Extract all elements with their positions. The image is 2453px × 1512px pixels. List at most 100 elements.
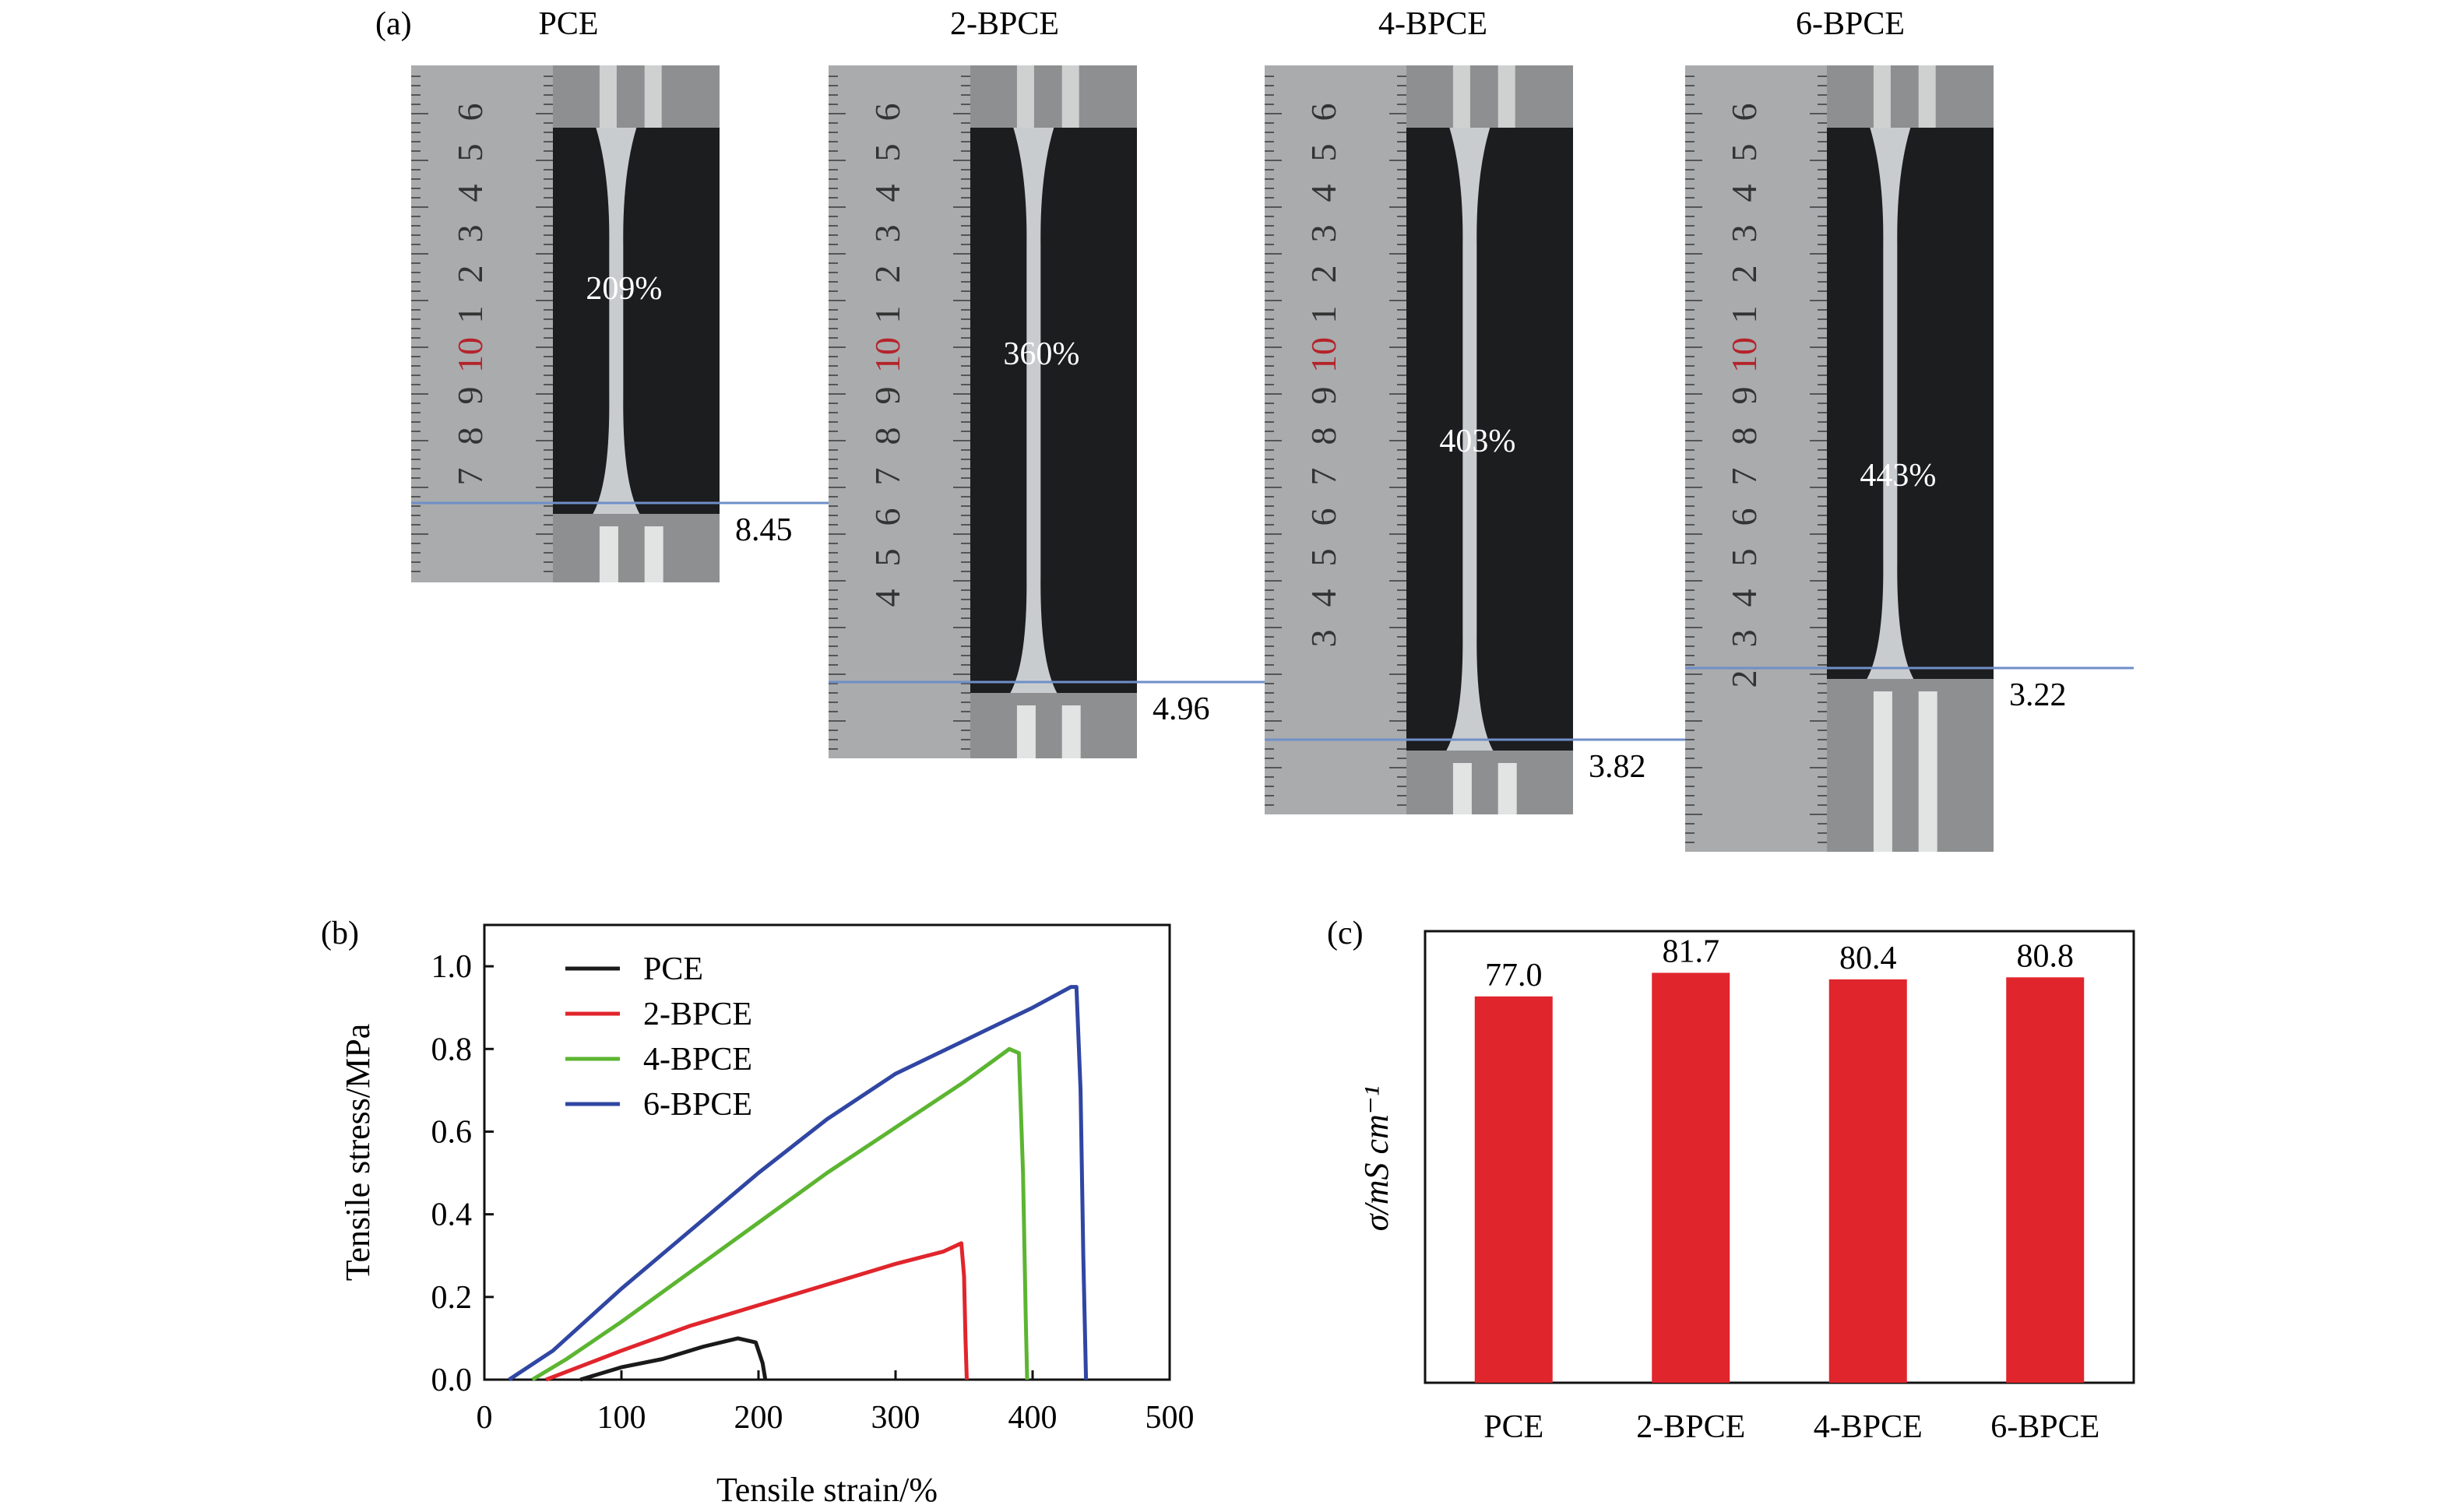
ruler-label: 5 — [1304, 144, 1343, 162]
ruler-label: 1 — [1724, 306, 1764, 324]
ruler-label: 7 — [1304, 468, 1343, 486]
bottom-clamp — [553, 514, 720, 582]
stress-strain-chart: 0 100 200 300 400 500 0.0 0.2 0.4 0.6 0.8 1.0 PCE 2-… — [339, 923, 1195, 1509]
ruler-numbers: 6 5 4 3 2 1 10 9 8 7 6 5 4 — [868, 104, 907, 607]
ruler-label: 5 — [868, 144, 907, 162]
dark-background — [970, 65, 1137, 758]
ruler-label: 5 — [868, 549, 907, 567]
top-clamp — [1406, 65, 1573, 128]
ruler-numbers: 6 5 4 3 2 1 10 9 8 7 — [450, 104, 490, 486]
ruler-label: 6 — [868, 104, 907, 121]
top-clamp — [970, 65, 1137, 128]
ruler-label: 6 — [450, 104, 490, 121]
specimen-photo-6-bpce: 6-BPCE 6 5 4 3 2 1 10 9 8 7 6 5 4 3 2 443% 3.22 — [1685, 6, 2134, 852]
ruler-label: 3 — [1724, 225, 1764, 243]
y-tick-label: 1.0 — [431, 949, 473, 985]
ruler-label: 2 — [1724, 265, 1764, 283]
ruler-label: 8 — [868, 427, 907, 445]
ruler-ticks — [1265, 76, 1406, 806]
ruler-label: 3 — [1304, 225, 1343, 243]
legend-label: PCE — [643, 951, 703, 987]
ruler — [1685, 65, 1827, 852]
ruler-label: 2 — [868, 265, 907, 283]
y-tick-label: 0.0 — [431, 1363, 473, 1398]
sample-title: 6-BPCE — [1796, 6, 1905, 42]
ruler — [829, 65, 970, 758]
ruler — [1265, 65, 1406, 814]
ruler-label: 4 — [1304, 589, 1343, 607]
panel-b-label: (b) — [321, 916, 359, 951]
sample-title: 2-BPCE — [950, 6, 1059, 42]
plot-frame — [1424, 930, 2135, 1384]
ruler-ticks — [829, 76, 970, 750]
y-tick-label: 0.6 — [431, 1114, 473, 1150]
specimen-photo-pce: PCE 6 5 4 3 2 1 10 9 8 7 209% 8.45 — [411, 6, 860, 582]
ruler-label: 7 — [868, 468, 907, 486]
panel-c-label: (c) — [1327, 916, 1364, 951]
y-tick-label: 0.8 — [431, 1032, 473, 1067]
elongation-label: 360% — [1003, 336, 1079, 372]
sample-title: 4-BPCE — [1378, 6, 1487, 42]
ruler-label: 7 — [1724, 468, 1764, 486]
mark-value: 4.96 — [1153, 691, 1210, 727]
conductivity-bar-chart: 77.0 PCE 81.7 2-BPCE 80.4 4-BPCE 80.8 6-BPCE σ/… — [1357, 930, 2135, 1445]
bar-2-bpce — [1652, 972, 1730, 1383]
ruler-label: 9 — [868, 387, 907, 405]
ruler-label: 4 — [450, 185, 490, 202]
ruler-numbers: 6 5 4 3 2 1 10 9 8 7 6 5 4 3 2 — [1724, 104, 1764, 688]
legend: PCE 2-BPCE 4-BPCE 6-BPCE — [565, 951, 752, 1123]
panel-a-photos: PCE65432110987209%8.452-BPCE654321109876… — [411, 6, 2134, 852]
series-line-4-bpce — [531, 1046, 1029, 1382]
x-tick-label: 200 — [734, 1400, 783, 1436]
elongation-label: 209% — [586, 271, 662, 307]
ruler-label: 8 — [450, 427, 490, 445]
bottom-clamp — [970, 693, 1137, 758]
bar-pce — [1474, 996, 1553, 1383]
legend-label: 6-BPCE — [643, 1087, 752, 1123]
specimen — [1446, 128, 1494, 751]
bar-value-label: 81.7 — [1663, 934, 1720, 969]
top-clamp — [1827, 65, 1994, 128]
ruler-label: 3 — [1304, 630, 1343, 648]
ruler-label: 7 — [450, 468, 490, 486]
bar-6-bpce — [2006, 977, 2085, 1383]
ruler-label: 2 — [450, 265, 490, 283]
specimen — [593, 128, 640, 514]
category-label: 6-BPCE — [1990, 1409, 2099, 1445]
bar-4-bpce — [1828, 979, 1907, 1383]
ruler-label: 3 — [1724, 630, 1764, 648]
ruler-label: 4 — [1724, 589, 1764, 607]
ruler-label: 9 — [450, 387, 490, 405]
ruler-label: 9 — [1304, 387, 1343, 405]
ruler-ticks — [411, 76, 553, 572]
legend-label: 4-BPCE — [643, 1042, 752, 1078]
series-line-pce — [579, 1336, 768, 1382]
ruler-label: 6 — [1304, 104, 1343, 121]
ruler-numbers: 6 5 4 3 2 1 10 9 8 7 6 5 4 3 — [1304, 104, 1343, 648]
y-tick-label: 0.4 — [431, 1197, 473, 1233]
ruler-label: 10 — [450, 337, 490, 373]
ruler-label: 10 — [1724, 337, 1764, 373]
ruler-label: 5 — [1724, 549, 1764, 567]
panel-a-label: (a) — [375, 6, 412, 42]
x-tick-label: 400 — [1008, 1400, 1058, 1436]
mark-value: 3.22 — [2009, 677, 2067, 713]
bottom-clamp — [1827, 679, 1994, 852]
category-label: 2-BPCE — [1636, 1409, 1745, 1445]
category-label: 4-BPCE — [1814, 1409, 1923, 1445]
plot-frame — [483, 923, 1171, 1381]
ruler-label: 3 — [450, 225, 490, 243]
ruler-label: 9 — [1724, 387, 1764, 405]
ruler-label: 10 — [868, 337, 907, 373]
ruler-label: 4 — [1304, 185, 1343, 202]
y-axis-title: Tensile stress/MPa — [339, 1024, 377, 1282]
legend-label: 2-BPCE — [643, 997, 752, 1032]
specimen — [1867, 128, 1914, 679]
ruler-label: 4 — [868, 185, 907, 202]
mark-value: 8.45 — [735, 512, 793, 548]
ruler-label: 1 — [868, 306, 907, 324]
elongation-label: 443% — [1860, 458, 1936, 494]
ruler-label: 1 — [1304, 306, 1343, 324]
y-tick-label: 0.2 — [431, 1280, 473, 1316]
